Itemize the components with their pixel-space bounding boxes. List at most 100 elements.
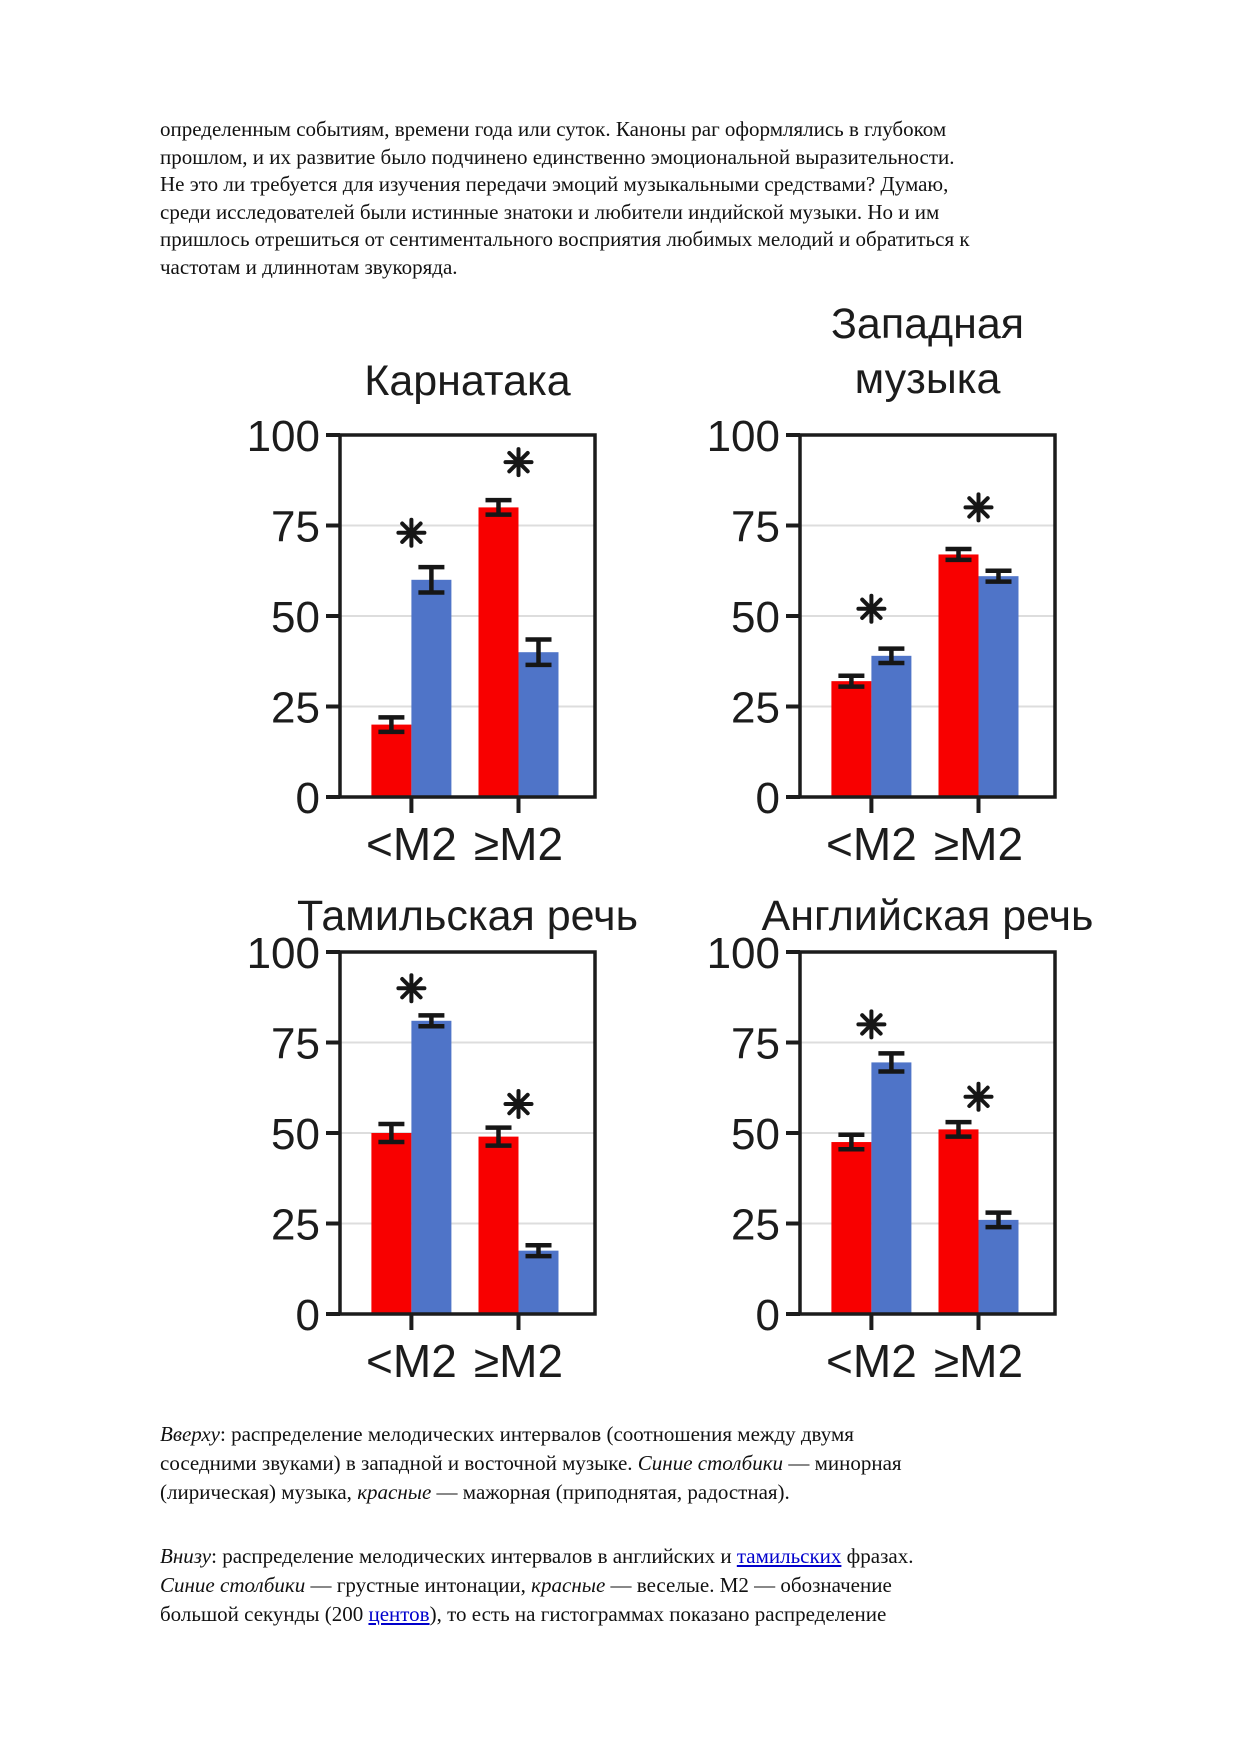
y-tick-label: 75 [731,1019,780,1068]
significance-asterisk-icon [396,973,427,1004]
chart-title: Западная [831,300,1024,348]
bar-blue-group1 [518,1250,559,1314]
error-bar [525,1242,552,1259]
bar-red-group0 [831,681,872,797]
chart-title: Карнатака [364,357,570,405]
bar-red-group1 [938,554,979,797]
chart-western-music: 0 25 50 75 100 <M2 ≥M2 Западная музыка [660,290,1100,908]
x-tick-label: <M2 [366,818,457,870]
caption-text: : распределение мелодических интервалов … [211,1544,737,1568]
y-tick-label: 75 [271,502,320,551]
bar-blue-group0 [411,1020,452,1314]
plot-border [798,433,1057,799]
plot-border [798,950,1057,1316]
caption-emphasis: красные [357,1480,432,1504]
x-tick-label: <M2 [826,1335,917,1387]
x-tick-label: ≥M2 [934,818,1023,870]
bar-red-group0 [831,1142,872,1314]
intro-paragraph: определенным событиям, времени года или … [160,116,970,281]
x-tick-label: ≥M2 [474,818,563,870]
chart-karnataka: 0 25 50 75 100 <M2 ≥M2 Карнатака [200,290,640,908]
bar-blue-group0 [411,579,452,797]
caption-emphasis: Вверху [160,1422,220,1446]
text-line: соседними звуками) в западной и восточно… [160,1449,902,1478]
text-line: Не это ли требуется для изучения передач… [160,172,949,196]
chart-english-speech: 0 25 50 75 100 <M2 ≥M2 Английская речь [660,807,1100,1425]
significance-asterisk-icon [963,492,994,523]
text-line: частотам и длиннотам звукоряда. [160,254,458,279]
y-tick-label: 0 [756,774,780,823]
bar-chart-svg: 0 25 50 75 100 <M2 ≥M2 Тамильская речь [247,892,638,1387]
caption-emphasis: Синие столбики [637,1451,784,1475]
y-tick-label: 25 [731,1200,780,1249]
bar-chart-svg: 0 25 50 75 100 <M2 ≥M2 Западная музыка [707,300,1057,870]
caption-text: ), то есть на гистограммах показано расп… [429,1602,887,1626]
text-line: прошлом, и их развитие было подчинено ед… [160,144,955,169]
significance-asterisk-icon [503,447,534,478]
error-bar [378,1121,405,1145]
chart-title: музыка [855,355,1001,403]
error-bar [878,646,905,666]
plot-border [338,950,597,1316]
caption-text: — веселые. М2 — обозначение [605,1573,892,1597]
caption-link[interactable]: тамильских [736,1544,842,1568]
text-line: Внизу: распределение мелодических интерв… [160,1542,913,1571]
caption-emphasis: Внизу [160,1544,212,1568]
y-tick-label: 100 [707,412,780,461]
y-tick-label: 50 [731,1110,780,1159]
caption-text: большой секунды (200 [160,1602,369,1626]
y-tick-label: 25 [271,1200,320,1249]
error-bar [418,1013,445,1029]
x-tick-label: ≥M2 [934,1335,1023,1387]
y-tick-label: 75 [271,1019,320,1068]
y-tick-label: 75 [731,502,780,551]
caption-emphasis: Синие столбики [160,1573,306,1597]
chart-title: Тамильская речь [297,892,638,940]
y-tick-label: 0 [756,1291,780,1340]
y-tick-label: 100 [247,412,320,461]
caption-text: — грустные интонации, [305,1573,532,1597]
y-tick-label: 100 [247,929,320,978]
significance-asterisk-icon [503,1089,534,1120]
text-line: среди исследователей были истинные знато… [160,199,940,224]
text-line: (лирическая) музыка, красные — мажорная … [160,1478,902,1507]
text-line: большой секунды (200 центов), то есть на… [160,1600,913,1629]
bar-red-group1 [478,1136,519,1314]
caption-text: — минорная [783,1451,902,1475]
y-tick-label: 25 [271,683,320,732]
bar-blue-group1 [978,576,1019,797]
y-tick-label: 50 [271,593,320,642]
x-tick-label: <M2 [826,818,917,870]
error-bar [838,673,865,689]
error-bar [985,1210,1012,1230]
bar-red-group0 [371,724,412,797]
bar-red-group1 [478,507,519,797]
x-tick-label: <M2 [366,1335,457,1387]
caption-link[interactable]: центов [368,1602,430,1626]
y-tick-label: 50 [271,1110,320,1159]
error-bar [378,715,405,735]
text-line: Вверху: распределение мелодических интер… [160,1420,902,1449]
figure-caption-bottom: Внизу: распределение мелодических интерв… [160,1542,913,1629]
caption-text: (лирическая) музыка, [160,1480,358,1504]
x-tick-label: ≥M2 [474,1335,563,1387]
error-bar [838,1132,865,1152]
y-tick-label: 100 [707,929,780,978]
significance-asterisk-icon [856,593,887,624]
significance-asterisk-icon [856,1009,887,1040]
plot-border [338,433,597,799]
caption-text: — мажорная (приподнятая, радостная). [431,1480,790,1504]
text-line: определенным событиям, времени года или … [160,117,947,141]
bar-chart-svg: 0 25 50 75 100 <M2 ≥M2 Английская речь [707,892,1094,1387]
y-tick-label: 0 [296,774,320,823]
caption-emphasis: красные [531,1573,606,1597]
bar-blue-group0 [871,1062,912,1314]
text-line: пришлось отрешиться от сентиментального … [160,227,970,251]
y-tick-label: 25 [731,683,780,732]
bar-red-group1 [938,1129,979,1314]
bar-blue-group1 [518,652,559,797]
error-bar [945,546,972,563]
chart-tamil-speech: 0 25 50 75 100 <M2 ≥M2 Тамильская речь [200,807,640,1425]
y-tick-label: 0 [296,1291,320,1340]
